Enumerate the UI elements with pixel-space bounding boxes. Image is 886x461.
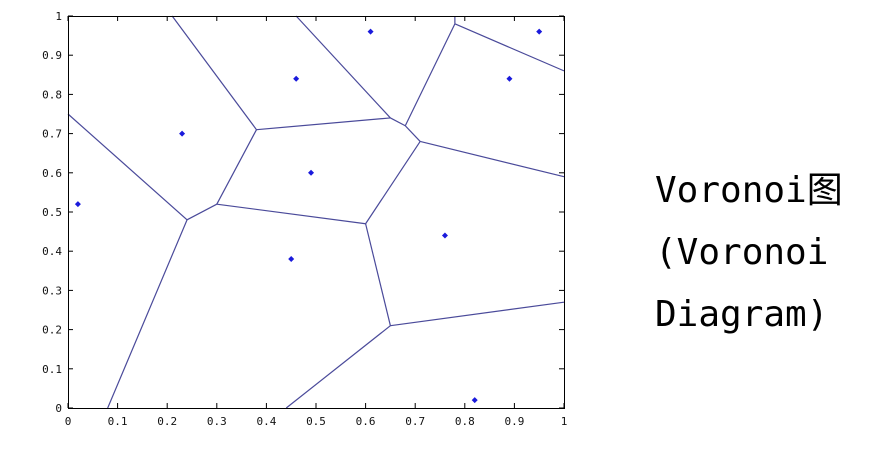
y-tick-label: 0.8 bbox=[42, 88, 62, 101]
chart-svg: 0 0.1 0.2 0.3 0.4 0.5 0.6 0.7 0.8 0.9 1 0 0.1 0.2 0.3… bbox=[42, 10, 568, 428]
x-tick-label: 0.1 bbox=[108, 415, 128, 428]
y-tick-label: 0.5 bbox=[42, 206, 62, 219]
voronoi-edge bbox=[295, 15, 391, 119]
x-axis-tick-labels: 0 0.1 0.2 0.3 0.4 0.5 0.6 0.7 0.8 0.9 1 bbox=[65, 415, 568, 428]
voronoi-edge bbox=[404, 125, 421, 142]
voronoi-edge bbox=[171, 15, 257, 131]
voronoi-chart: 0 0.1 0.2 0.3 0.4 0.5 0.6 0.7 0.8 0.9 1 0 0.1 0.2 0.3… bbox=[42, 10, 568, 428]
voronoi-edges bbox=[67, 15, 565, 409]
x-tick-label: 0.8 bbox=[455, 415, 475, 428]
voronoi-edge bbox=[454, 23, 565, 72]
caption-line-3: Diagram) bbox=[655, 294, 829, 335]
plot-area-frame bbox=[68, 16, 565, 409]
seed-point bbox=[506, 75, 513, 82]
voronoi-edge bbox=[390, 301, 565, 327]
y-tick-label: 0.2 bbox=[42, 324, 62, 337]
seed-point bbox=[179, 130, 186, 137]
seed-points bbox=[74, 28, 543, 404]
voronoi-edge bbox=[365, 141, 421, 225]
voronoi-edge bbox=[390, 117, 406, 127]
y-tick-label: 0.7 bbox=[42, 128, 62, 141]
x-tick-label: 0 bbox=[65, 415, 72, 428]
axis-ticks bbox=[67, 15, 565, 409]
y-tick-label: 0.3 bbox=[42, 284, 62, 297]
y-tick-label: 0.6 bbox=[42, 167, 62, 180]
voronoi-edge bbox=[216, 203, 366, 225]
y-tick-label: 0.1 bbox=[42, 363, 62, 376]
seed-point bbox=[74, 201, 81, 208]
seed-point bbox=[471, 397, 478, 404]
diagram-caption: Voronoi图 (Voronoi Diagram) bbox=[655, 160, 880, 346]
x-tick-label: 0.7 bbox=[405, 415, 425, 428]
seed-point bbox=[308, 169, 315, 176]
seed-point bbox=[288, 256, 295, 263]
y-tick-label: 1 bbox=[55, 10, 62, 23]
seed-point bbox=[367, 28, 374, 35]
voronoi-edge bbox=[365, 223, 391, 326]
y-axis-tick-labels: 0 0.1 0.2 0.3 0.4 0.5 0.6 0.7 0.8 0.9 1 bbox=[42, 10, 62, 415]
seed-point bbox=[293, 75, 300, 82]
voronoi-edge bbox=[216, 129, 258, 205]
voronoi-edge bbox=[404, 23, 456, 127]
caption-line-2: (Voronoi bbox=[655, 232, 829, 273]
y-tick-label: 0.9 bbox=[42, 49, 62, 62]
x-tick-label: 0.6 bbox=[356, 415, 376, 428]
voronoi-edge bbox=[107, 219, 188, 409]
x-tick-label: 0.3 bbox=[207, 415, 227, 428]
caption-line-1: Voronoi图 bbox=[655, 170, 843, 211]
voronoi-edge bbox=[420, 140, 565, 178]
voronoi-edge bbox=[67, 113, 188, 221]
y-tick-label: 0 bbox=[55, 402, 62, 415]
x-tick-label: 0.5 bbox=[306, 415, 326, 428]
seed-point bbox=[441, 232, 448, 239]
voronoi-edge bbox=[285, 325, 391, 409]
voronoi-edge bbox=[186, 203, 218, 221]
seed-point bbox=[536, 28, 543, 35]
x-tick-label: 0.9 bbox=[504, 415, 524, 428]
x-tick-label: 0.4 bbox=[256, 415, 276, 428]
x-tick-label: 1 bbox=[561, 415, 568, 428]
y-tick-label: 0.4 bbox=[42, 245, 62, 258]
voronoi-edge bbox=[256, 117, 391, 131]
x-tick-label: 0.2 bbox=[157, 415, 177, 428]
